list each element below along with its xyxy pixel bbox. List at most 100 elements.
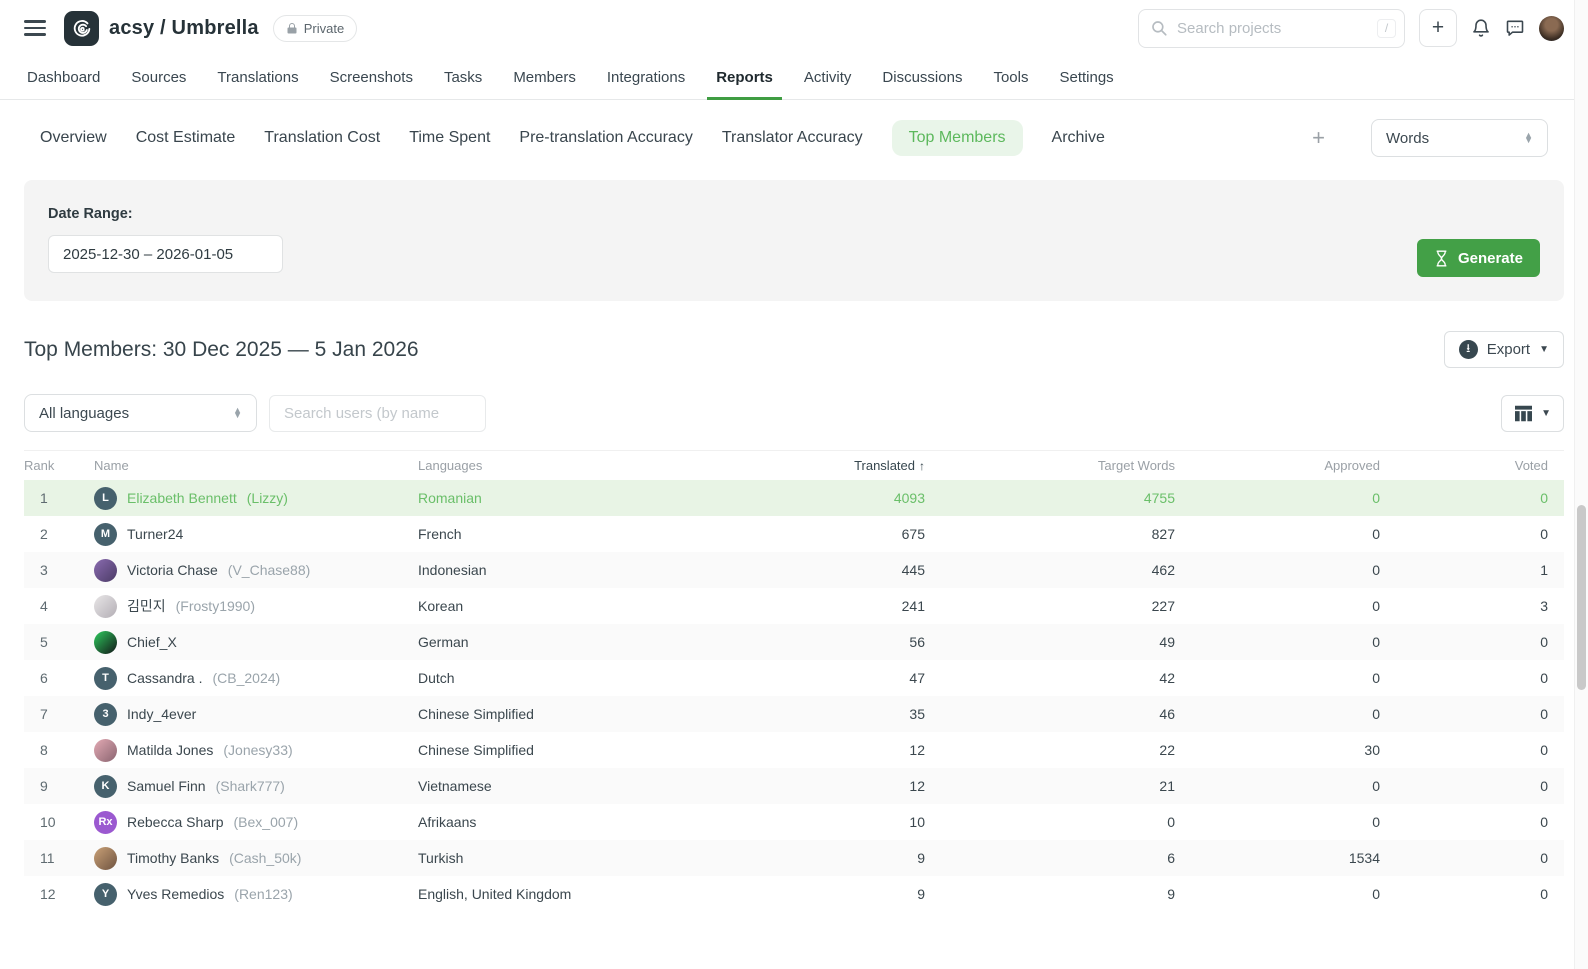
- column-settings-button[interactable]: ▼: [1501, 394, 1564, 432]
- project-logo[interactable]: [64, 10, 99, 46]
- table-header-row: Rank Name Languages Translated ↑ Target W…: [24, 450, 1564, 480]
- nav-tab[interactable]: Dashboard: [27, 69, 101, 86]
- report-tab[interactable]: Translation Cost: [264, 129, 381, 146]
- target-words-cell: 227: [1151, 598, 1175, 614]
- nav-tab[interactable]: Translations: [217, 69, 299, 86]
- table-row: 8 Matilda Jones (Jonesy33) Chinese Simpl…: [24, 732, 1564, 768]
- approved-cell: 1534: [1348, 850, 1380, 866]
- messages-button[interactable]: [1505, 18, 1525, 38]
- member-username: (Jonesy33): [223, 742, 293, 758]
- member-avatar[interactable]: [94, 630, 117, 654]
- name-cell: Victoria Chase (V_Chase88): [94, 558, 418, 582]
- hamburger-icon: [24, 20, 46, 23]
- search-projects-input[interactable]: [1138, 8, 1405, 48]
- report-tab[interactable]: Archive: [1051, 129, 1105, 146]
- target-words-cell: 46: [1159, 706, 1175, 722]
- export-button-label: Export: [1486, 341, 1531, 358]
- nav-tab[interactable]: Sources: [131, 69, 187, 86]
- name-cell: Chief_X: [94, 630, 418, 654]
- page-title: Top Members: 30 Dec 2025 — 5 Jan 2026: [24, 337, 419, 361]
- languages-cell: Korean: [418, 598, 464, 614]
- rank-cell: 12: [40, 886, 56, 902]
- rank-cell: 11: [40, 850, 55, 866]
- language-filter-select[interactable]: All languages ▲ ▼: [24, 394, 257, 432]
- report-tab[interactable]: Pre-translation Accuracy: [519, 129, 693, 146]
- reports-subnav: Overview Cost Estimate Translation Cost …: [0, 118, 1588, 158]
- export-button[interactable]: ⭳ Export ▼: [1443, 331, 1564, 368]
- menu-button[interactable]: [24, 20, 46, 36]
- member-name[interactable]: Yves Remedios: [127, 886, 225, 902]
- approved-cell: 0: [1372, 706, 1380, 722]
- nav-tab[interactable]: Screenshots: [329, 69, 413, 86]
- nav-tab[interactable]: Members: [513, 69, 576, 86]
- nav-tab[interactable]: Reports: [707, 56, 782, 100]
- generate-button[interactable]: Generate: [1416, 239, 1540, 277]
- column-header-target-words[interactable]: Target Words: [1097, 458, 1175, 473]
- nav-tab[interactable]: Integrations: [606, 69, 686, 86]
- report-tab[interactable]: Overview: [40, 129, 107, 146]
- table-row: 2 M Turner24 French 675 827 0 0: [24, 516, 1564, 552]
- member-avatar[interactable]: M: [94, 522, 117, 546]
- approved-cell: 30: [1364, 742, 1380, 758]
- member-name[interactable]: Timothy Banks: [127, 850, 220, 866]
- nav-tab[interactable]: Tasks: [443, 69, 483, 86]
- column-header-approved[interactable]: Approved: [1324, 458, 1380, 473]
- translated-cell: 12: [909, 742, 925, 758]
- member-name[interactable]: Indy_4ever: [127, 706, 197, 722]
- member-name[interactable]: 김민지: [127, 598, 166, 614]
- report-tab[interactable]: Translator Accuracy: [721, 129, 863, 146]
- member-name[interactable]: Victoria Chase: [127, 562, 218, 578]
- add-report-tab-button[interactable]: +: [1312, 125, 1325, 150]
- date-range-input[interactable]: [48, 235, 283, 273]
- voted-cell: 3: [1540, 598, 1548, 614]
- column-header-translated[interactable]: Translated ↑: [854, 458, 925, 473]
- member-name[interactable]: Elizabeth Bennett: [127, 490, 237, 506]
- name-cell: Rx Rebecca Sharp (Bex_007): [94, 810, 418, 834]
- column-header-languages[interactable]: Languages: [418, 458, 483, 473]
- report-tab[interactable]: Top Members: [891, 120, 1023, 156]
- report-tab[interactable]: Time Spent: [409, 129, 491, 146]
- member-name[interactable]: Cassandra .: [127, 670, 203, 686]
- member-avatar[interactable]: [94, 846, 117, 870]
- column-header-voted[interactable]: Voted: [1514, 458, 1548, 473]
- user-search-input[interactable]: [269, 394, 486, 432]
- date-range-label: Date Range:: [48, 206, 133, 222]
- column-header-rank[interactable]: Rank: [24, 458, 55, 473]
- member-name[interactable]: Samuel Finn: [127, 778, 206, 794]
- chevron-down-icon: ▼: [1539, 344, 1549, 355]
- member-avatar[interactable]: [94, 558, 117, 582]
- member-avatar[interactable]: Y: [94, 882, 117, 906]
- scrollbar[interactable]: [1574, 0, 1588, 969]
- member-avatar[interactable]: T: [94, 666, 117, 690]
- filters-row: All languages ▲▼ ▼: [24, 394, 1564, 432]
- target-words-cell: 4755: [1143, 490, 1175, 506]
- scrollbar-thumb[interactable]: [1577, 505, 1586, 690]
- reports-subnav-tabs: Overview Cost Estimate Translation Cost …: [40, 120, 1105, 156]
- translated-cell: 9: [917, 850, 925, 866]
- report-tab[interactable]: Cost Estimate: [135, 129, 236, 146]
- private-badge-label: Private: [303, 20, 345, 36]
- project-nav: Dashboard Sources Translations Screensho…: [0, 56, 1588, 100]
- member-name[interactable]: Matilda Jones: [127, 742, 214, 758]
- member-avatar[interactable]: [94, 738, 117, 762]
- column-header-name[interactable]: Name: [94, 458, 129, 473]
- member-avatar[interactable]: [94, 594, 117, 618]
- sort-asc-icon: ↑: [919, 459, 925, 473]
- notifications-button[interactable]: [1471, 18, 1491, 39]
- member-avatar[interactable]: 3: [94, 702, 117, 726]
- member-avatar[interactable]: Rx: [94, 810, 117, 834]
- rank-cell: 9: [40, 778, 48, 794]
- member-avatar[interactable]: L: [94, 486, 117, 510]
- nav-tab[interactable]: Settings: [1059, 69, 1114, 86]
- member-name[interactable]: Rebecca Sharp: [127, 814, 224, 830]
- nav-tab[interactable]: Discussions: [882, 69, 963, 86]
- user-avatar[interactable]: [1539, 15, 1564, 41]
- member-name[interactable]: Turner24: [127, 526, 184, 542]
- member-avatar[interactable]: K: [94, 774, 117, 798]
- nav-tab[interactable]: Tools: [993, 69, 1029, 86]
- nav-tab[interactable]: Activity: [803, 69, 852, 86]
- voted-cell: 0: [1540, 886, 1548, 902]
- member-name[interactable]: Chief_X: [127, 634, 177, 650]
- report-unit-select[interactable]: Words ▲ ▼: [1371, 119, 1548, 157]
- create-project-button[interactable]: +: [1419, 9, 1457, 47]
